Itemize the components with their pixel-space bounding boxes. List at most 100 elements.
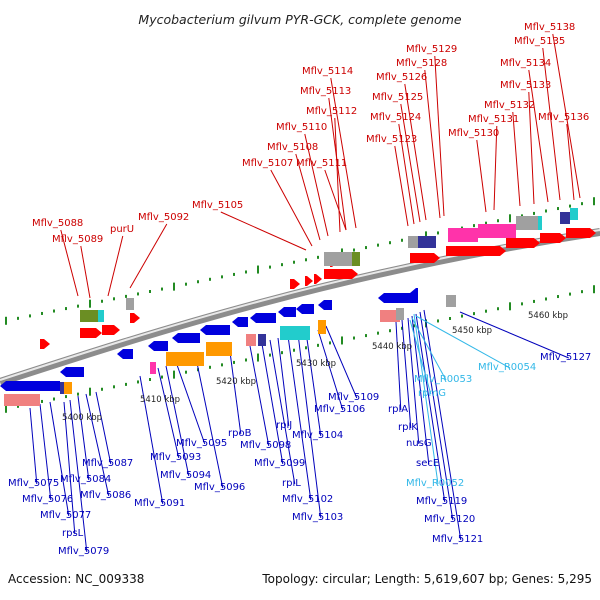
gene-label: Mflv_R0052	[406, 478, 464, 489]
scale-tick-upper	[77, 304, 79, 308]
gene-label: Mflv_5124	[370, 112, 421, 123]
leader-line	[552, 33, 581, 199]
scale-tick-lower	[5, 404, 7, 413]
gene-label: Mflv_5131	[468, 114, 519, 125]
leader-line	[269, 339, 296, 485]
leader-line	[85, 393, 110, 497]
gene-label: Mflv_5108	[267, 142, 318, 153]
scale-tick-upper	[353, 248, 355, 252]
reverse-gene-arrow	[117, 349, 133, 359]
leader-line	[411, 315, 430, 465]
scale-tick-upper	[29, 314, 31, 318]
scale-tick-upper	[17, 316, 19, 320]
scale-tick-lower	[293, 348, 295, 352]
gene-label: Mflv_5121	[432, 534, 483, 545]
scale-tick-lower	[281, 351, 283, 355]
leader-line	[60, 229, 79, 297]
leader-line	[434, 55, 445, 217]
leader-line	[407, 317, 420, 445]
scale-tick-lower	[593, 285, 595, 294]
scale-tick-upper	[293, 260, 295, 264]
scale-tick-upper	[557, 207, 559, 211]
gene-label: Mflv_5088	[32, 218, 83, 229]
leader-line	[287, 335, 312, 501]
leader-line	[415, 313, 446, 503]
reverse-gene-arrow	[60, 367, 84, 377]
scale-tick-lower	[557, 295, 559, 299]
scale-tick-lower	[485, 309, 487, 313]
scale-tick-lower	[257, 353, 259, 362]
leader-line	[398, 123, 415, 225]
forward-gene-arrow	[566, 228, 596, 238]
scale-tick-lower	[221, 363, 223, 367]
scale-tick-lower	[389, 329, 391, 333]
scale-tick-lower	[521, 302, 523, 306]
leader-line	[528, 91, 535, 205]
gene-labels: Mflv_5088 Mflv_5089 purU Mflv_5092Mflv_5105…	[8, 22, 591, 557]
scale-tick-lower	[317, 343, 319, 347]
leader-line	[330, 77, 357, 229]
gene-label: Mflv_5113	[300, 86, 351, 97]
leader-line	[229, 351, 242, 435]
scale-tick-upper	[173, 282, 175, 291]
gene-label: Mflv_5075	[8, 478, 59, 489]
gene-label: Mflv_R0053	[414, 374, 472, 385]
cog-box	[80, 310, 100, 322]
scale-label: 5440 kbp	[372, 342, 412, 352]
forward-gene-arrow	[506, 238, 540, 248]
leader-line	[512, 111, 521, 207]
scale-tick-lower	[401, 326, 403, 330]
cog-box	[126, 298, 134, 310]
scale-tick-upper	[305, 258, 307, 262]
leader-line	[157, 367, 180, 459]
scale-tick-upper	[533, 211, 535, 215]
gene-label: Mflv_5127	[540, 352, 591, 363]
scale-label: 5420 kbp	[216, 377, 256, 387]
scale-tick-upper	[161, 287, 163, 291]
reverse-gene-arrow	[148, 341, 168, 351]
scale-tick-lower	[533, 299, 535, 303]
scale-tick-lower	[509, 302, 511, 311]
scale-tick-lower	[149, 378, 151, 381]
scale-tick-lower	[581, 290, 583, 294]
scale-tick-upper	[257, 265, 259, 274]
reverse-gene-arrow	[172, 333, 200, 343]
cog-box	[396, 308, 404, 320]
reverse-gene-arrow	[232, 317, 248, 327]
scale-tick-lower	[305, 346, 307, 350]
leader-line	[415, 315, 511, 369]
gene-label: Mflv_5112	[306, 106, 357, 117]
leader-line	[328, 97, 347, 231]
leader-line	[476, 139, 487, 213]
gene-label: Mflv_5128	[396, 58, 447, 69]
gene-label: Mflv_5095	[176, 438, 227, 449]
scale-tick-lower	[209, 365, 211, 369]
gene-label: Mflv_5126	[376, 72, 427, 83]
scale-tick-lower	[113, 385, 115, 389]
leader-line	[270, 169, 313, 247]
scale-tick-upper	[509, 214, 511, 223]
leader-line	[395, 321, 402, 411]
gene-label: Mflv_5123	[366, 134, 417, 145]
leader-line	[80, 245, 91, 299]
gene-label: Mflv_5105	[192, 200, 243, 211]
scale-tick-upper	[245, 270, 247, 274]
cog-box	[166, 352, 204, 366]
cog-box	[206, 342, 232, 356]
forward-gene-arrow	[290, 279, 300, 289]
leader-line	[542, 47, 561, 201]
reverse-gene-arrow	[250, 313, 276, 323]
leader-line	[411, 317, 447, 381]
scale-tick-lower	[77, 392, 79, 396]
reverse-gene-arrow	[296, 304, 314, 314]
gene-label: Mflv_5119	[416, 496, 467, 507]
gene-label: Mflv_5093	[150, 452, 201, 463]
cog-box	[352, 252, 360, 266]
cog-box	[570, 208, 578, 220]
scale-label: 5430 kbp	[296, 359, 336, 369]
forward-gene-arrow	[305, 276, 313, 286]
scale-tick-upper	[365, 246, 367, 250]
label-leader-lines	[29, 33, 581, 553]
scale-tick-upper	[401, 238, 403, 242]
